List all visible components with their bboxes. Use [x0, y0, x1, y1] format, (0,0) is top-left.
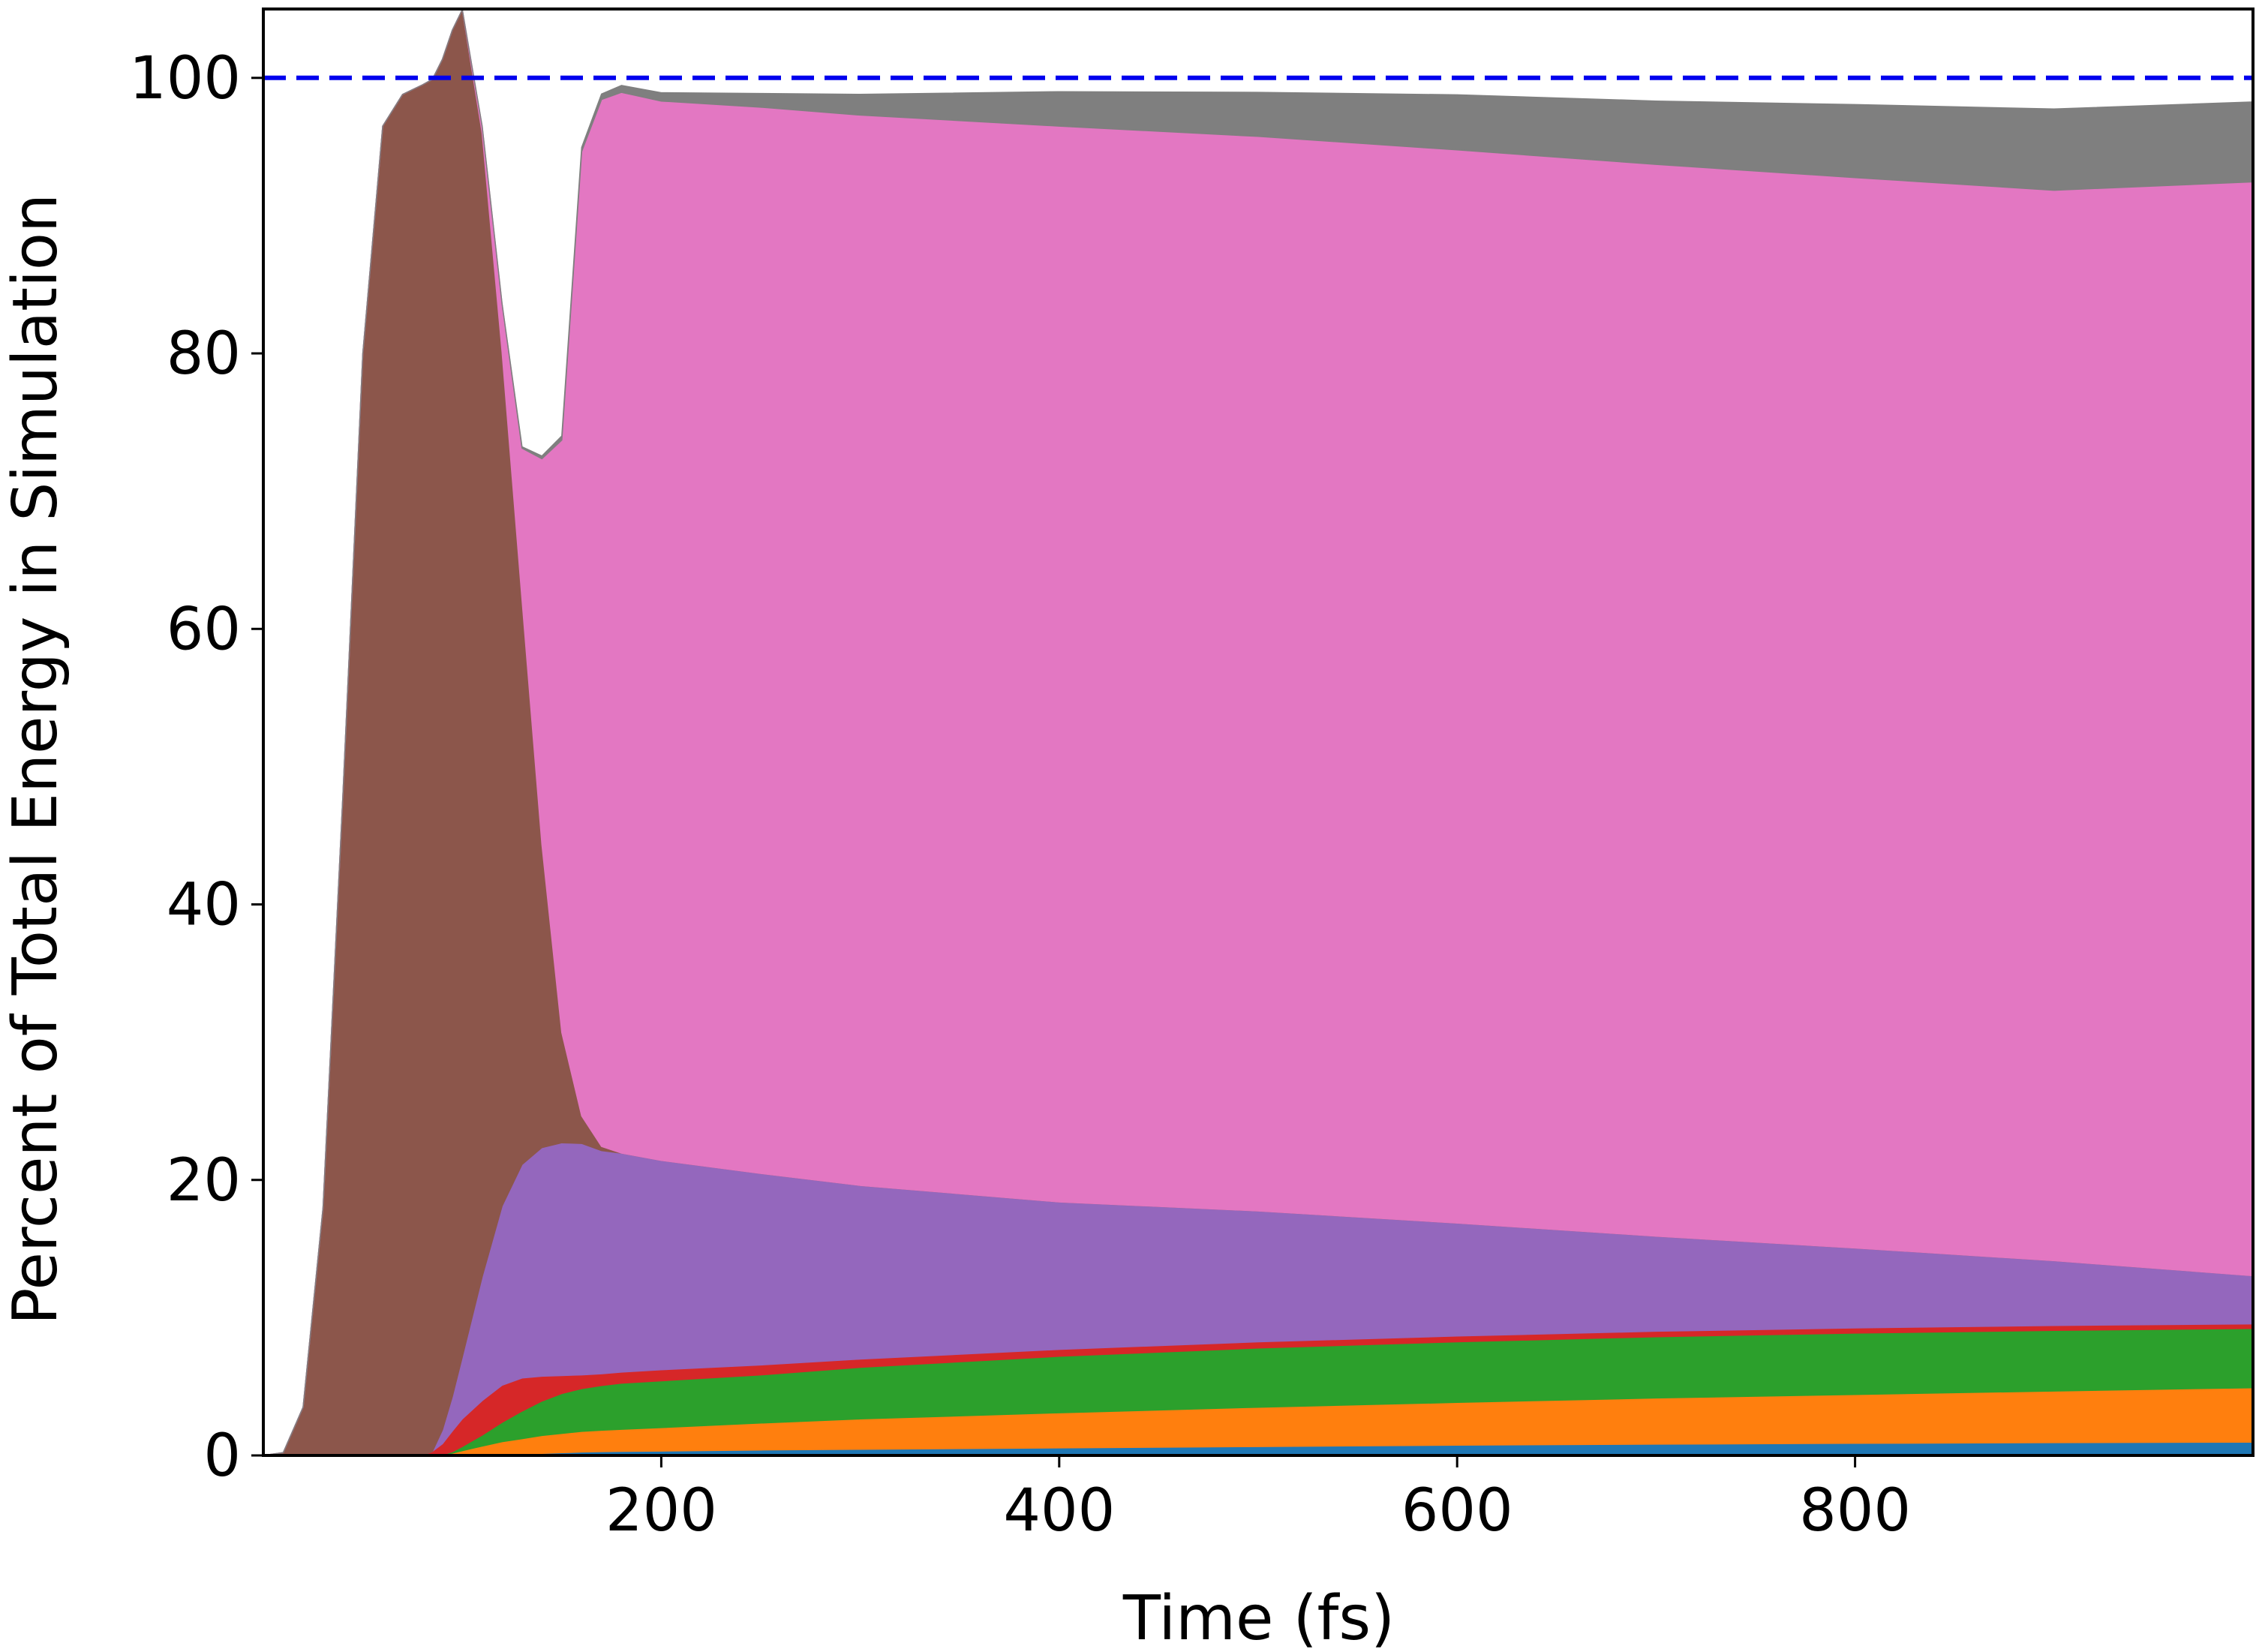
- x-tick-label: 600: [1401, 1477, 1513, 1545]
- plot-frame: [262, 8, 2254, 1457]
- y-axis-label: Percent of Total Energy in Simulation: [0, 194, 71, 1325]
- y-tick-label: 100: [129, 45, 241, 113]
- y-tick-label: 40: [167, 872, 241, 939]
- x-tick-label: 200: [605, 1477, 717, 1545]
- x-axis-label: Time (fs): [1122, 1583, 1395, 1652]
- y-tick-label: 0: [203, 1422, 241, 1490]
- x-tick-label: 400: [1003, 1477, 1115, 1545]
- y-tick-label: 20: [167, 1147, 241, 1215]
- y-tick-label: 80: [167, 320, 241, 388]
- y-axis-ticks: 0 20 40 60 80 100: [129, 45, 263, 1490]
- area-series-group: [263, 8, 2254, 1456]
- y-tick-label: 60: [167, 596, 241, 663]
- x-tick-label: 800: [1799, 1477, 1911, 1545]
- x-axis-ticks: 200 400 600 800: [605, 1455, 1911, 1545]
